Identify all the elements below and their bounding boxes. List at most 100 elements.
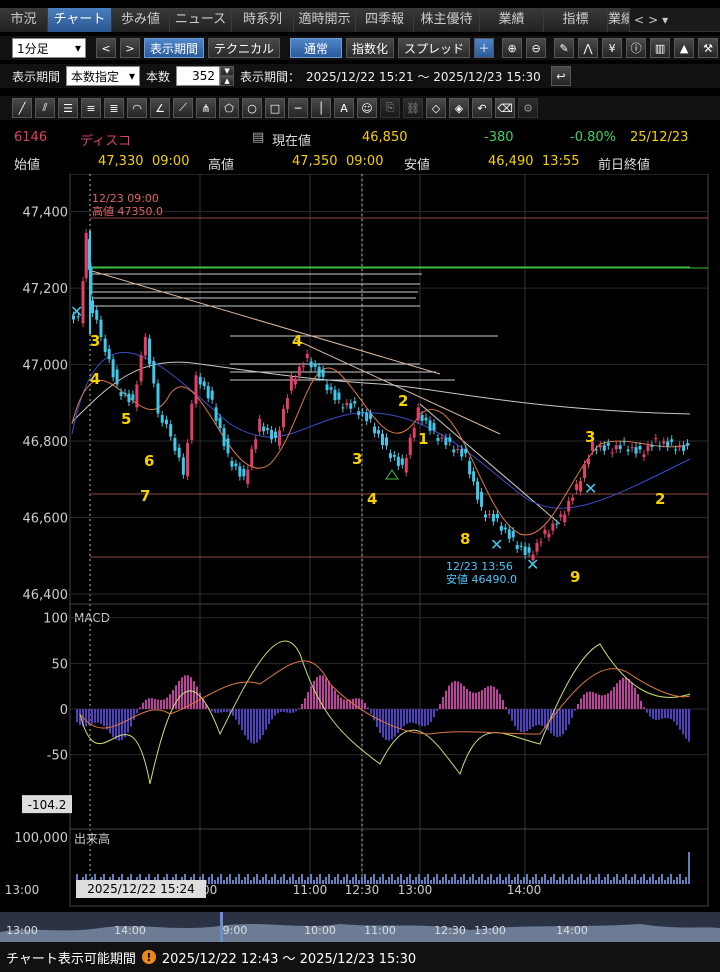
quote-row-1: 6146 ディスコ ▤ 現在値 46,850 -380 -0.80% 25/12… [0,130,720,149]
technical-button[interactable]: テクニカル [208,38,281,58]
tab-ticks[interactable]: 歩み値 [112,8,170,32]
high-annotation-label: 高値 47350.0 [92,204,163,218]
parallel-tool-icon[interactable]: ☰ [58,98,78,118]
fib-tool-icon[interactable]: ≣ [104,98,124,118]
volume-bar [415,877,417,884]
macd-histogram-bar [550,709,552,734]
index-button[interactable]: 指数化 [346,38,395,58]
macd-histogram-bar [580,698,582,709]
macd-histogram-bar [334,690,336,709]
eraser-all-icon[interactable]: ◈ [449,98,469,118]
count-stepper[interactable]: ▼ ▲ [220,66,235,86]
zoom-out-icon[interactable]: ⊖ [526,38,547,58]
text-tool-icon[interactable]: A [334,98,354,118]
candle-body [583,464,587,478]
display-period-button[interactable]: 表示期間 [144,38,205,58]
volume-bar [547,880,549,884]
tab-news[interactable]: ニュース [170,8,232,32]
info-icon[interactable]: ⓘ [626,38,647,58]
zoom-in-icon[interactable]: ⊕ [502,38,523,58]
candle-body [301,365,305,367]
macd-histogram-bar [538,709,540,726]
gann-tool-icon[interactable]: ⟋ [173,98,193,118]
eraser-tool-icon[interactable]: ◇ [426,98,446,118]
volume-bar [373,874,375,884]
candle-body [169,424,173,437]
count-input[interactable]: 352 [176,66,221,86]
prev-button[interactable]: < [96,38,116,58]
hlines-tool-icon[interactable]: ≡ [81,98,101,118]
macd-histogram-bar [157,699,159,709]
channel-tool-icon[interactable]: ⫽ [35,98,55,118]
rect-tool-icon[interactable]: □ [265,98,285,118]
pentagon-tool-icon[interactable]: ⬠ [219,98,239,118]
stepper-up-icon[interactable]: ▲ [220,76,235,86]
add-icon[interactable]: ＋ [474,38,495,58]
next-button[interactable]: > [120,38,140,58]
yen-icon[interactable]: ¥ [602,38,623,58]
interval-select[interactable]: 1分足 ▾ [12,38,86,58]
link-tool-icon[interactable]: ⎘ [380,98,400,118]
fan-tool-icon[interactable]: ∠ [150,98,170,118]
period-mode-select[interactable]: 本数指定 ▾ [66,66,141,86]
candle-body [547,533,551,538]
pen-icon[interactable]: ✎ [554,38,575,58]
timeline-navigator[interactable]: 13:00 14:00 9:00 10:00 11:00 12:30 13:00 14:00 [0,912,720,942]
macd-histogram-bar [247,709,249,740]
chevron-left-icon[interactable]: < [634,12,645,27]
vline-tool-icon[interactable]: │ [311,98,331,118]
chevron-right-icon[interactable]: > [648,12,659,27]
spread-button[interactable]: スプレッド [398,38,471,58]
wrench-icon[interactable]: ⚒ [698,38,719,58]
trend-icon[interactable]: ⋀ [578,38,599,58]
volume-bar [574,880,576,884]
macd-histogram-bar [601,695,603,709]
clear-tool-icon[interactable]: ⌫ [495,98,515,118]
line-tool-icon[interactable]: ╱ [12,98,32,118]
macd-histogram-bar [244,709,246,736]
tab-chart[interactable]: チャート [48,8,112,32]
tab-benefits[interactable]: 株主優待 [414,8,480,32]
tab-earnings-2[interactable]: 業績 [608,8,630,32]
area-chart-icon[interactable]: ▲ [674,38,695,58]
volume-bar [637,880,639,884]
stepper-down-icon[interactable]: ▼ [220,66,235,76]
macd-histogram-bar [526,709,528,731]
volume-bar [340,880,342,884]
tab-timeseries[interactable]: 時系列 [232,8,294,32]
volume-bar [322,880,324,884]
pitchfork-tool-icon[interactable]: ⋔ [196,98,216,118]
undo-tool-icon[interactable]: ↶ [472,98,492,118]
chain-tool-icon[interactable]: ⛓ [403,98,423,118]
candle-body [468,460,472,475]
volume-bar [427,874,429,884]
macd-histogram-bar [136,709,138,714]
tab-earnings[interactable]: 業績 [480,8,544,32]
chevron-down-icon[interactable]: ▾ [662,12,669,27]
candle-body [670,439,674,442]
tab-disclosure[interactable]: 適時開示 [294,8,356,32]
candle-body [464,448,468,454]
candle-body [571,497,575,501]
arc-tool-icon[interactable]: ◠ [127,98,147,118]
macd-histogram-bar [487,686,489,709]
tab-market[interactable]: 市況 [0,8,48,32]
macd-histogram-bar [385,709,387,741]
tab-indicators[interactable]: 指標 [544,8,608,32]
macd-histogram-bar [379,709,381,733]
return-icon[interactable]: ↩ [550,66,571,86]
ny-icon[interactable]: ▥ [650,38,671,58]
doc-icon[interactable]: ▤ [252,130,265,145]
circle-tool-icon[interactable]: ○ [242,98,262,118]
emoji-tool-icon[interactable]: ☺ [357,98,377,118]
normal-button[interactable]: 通常 [290,38,343,58]
volume-bar [166,874,168,884]
macd-histogram-bar [622,677,624,709]
settings-tool-icon[interactable]: ⚙ [518,98,538,118]
hline-tool-icon[interactable]: ─ [288,98,308,118]
tab-shikiho[interactable]: 四季報 [356,8,414,32]
macd-histogram-bar [484,687,486,709]
cross-marker: ✕ [70,302,83,321]
price-chart[interactable]: 47,400 47,200 47,000 46,800 46,600 46,400 12/2… [0,174,720,912]
macd-histogram-bar [628,678,630,709]
